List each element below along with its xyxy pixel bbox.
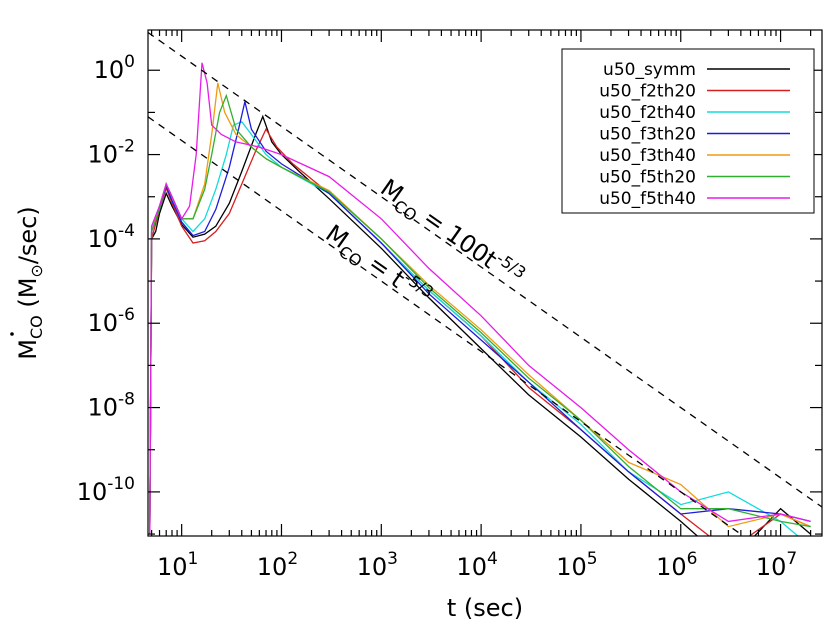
x-tick-label: 102 — [257, 549, 298, 581]
y-tick-label: 100 — [94, 52, 135, 84]
x-tick-exp: 5 — [587, 549, 598, 569]
y-tick-base: 10 — [88, 394, 119, 422]
axis-tick-labels: 101 102 103 104 105 106 10710010-210-410-610-8… — [77, 52, 798, 581]
legend-label-u50_f2th20: u50_f2th20 — [599, 82, 696, 102]
y-label-sun: ⊙ — [27, 264, 46, 277]
y-tick-exp: 0 — [124, 52, 135, 72]
x-tick-label: 104 — [456, 549, 497, 581]
y-tick-base: 10 — [88, 225, 119, 253]
legend-label-u50_f5th40: u50_f5th40 — [599, 189, 696, 209]
x-tick-base: 10 — [756, 553, 787, 581]
svg-text:MCO = t-5/3: MCO = t-5/3 — [318, 217, 437, 315]
y-tick-base: 10 — [77, 478, 108, 506]
series-line-u50_f3th20 — [149, 101, 811, 535]
legend-label-u50_f2th40: u50_f2th40 — [599, 103, 696, 123]
x-axis-label: t (sec) — [447, 594, 523, 622]
x-tick-label: 101 — [157, 549, 198, 581]
y-tick-exp: -2 — [118, 137, 135, 157]
legend-label-u50_f3th20: u50_f3th20 — [599, 125, 696, 145]
x-tick-base: 10 — [157, 553, 188, 581]
y-tick-base: 10 — [94, 56, 125, 84]
x-tick-exp: 2 — [287, 549, 298, 569]
series-line-u50_symm — [149, 114, 812, 536]
x-tick-label: 105 — [556, 549, 597, 581]
y-tick-label: 10-10 — [77, 474, 135, 506]
plot-frame — [147, 29, 823, 537]
legend-label-u50_f3th40: u50_f3th40 — [599, 146, 696, 166]
axis-ticks — [148, 30, 822, 536]
y-tick-exp: -10 — [107, 474, 135, 494]
y-label-mdot — [10, 332, 14, 336]
x-tick-exp: 3 — [387, 549, 398, 569]
x-tick-base: 10 — [357, 553, 388, 581]
y-tick-label: 10-4 — [88, 221, 136, 253]
y-tick-base: 10 — [88, 141, 119, 169]
legend-box — [561, 48, 815, 214]
legend: u50_symmu50_f2th20u50_f2th40u50_f3th20u5… — [599, 60, 790, 209]
x-tick-label: 103 — [357, 549, 398, 581]
y-tick-exp: -8 — [118, 390, 135, 410]
y-tick-exp: -6 — [118, 305, 135, 325]
reference-label-2-eq: = t — [357, 245, 410, 294]
y-tick-label: 10-2 — [88, 137, 136, 169]
y-label-open: (M — [14, 278, 42, 316]
x-tick-base: 10 — [456, 553, 487, 581]
svg-text:MCO (M⊙/sec): MCO (M⊙/sec) — [14, 206, 46, 360]
reference-label-2: MCO = t-5/3 — [318, 217, 438, 315]
y-label-m: M — [14, 339, 42, 360]
x-tick-exp: 4 — [487, 549, 498, 569]
y-tick-exp: -4 — [118, 221, 135, 241]
y-axis-label: MCO (M⊙/sec) — [10, 206, 46, 360]
series-layer — [149, 62, 812, 536]
x-tick-label: 107 — [756, 549, 797, 581]
y-label-close: /sec) — [14, 206, 42, 264]
x-tick-exp: 7 — [786, 549, 797, 569]
y-label-sub: CO — [27, 315, 46, 339]
legend-label-u50_f5th20: u50_f5th20 — [599, 168, 696, 188]
y-tick-label: 10-6 — [88, 305, 136, 337]
reference-label-1-eq: = 100t — [412, 199, 502, 274]
x-tick-base: 10 — [556, 553, 587, 581]
series-line-u50_f5th40 — [149, 62, 811, 535]
x-tick-label: 106 — [656, 549, 697, 581]
x-tick-base: 10 — [257, 553, 288, 581]
y-tick-base: 10 — [88, 309, 119, 337]
y-tick-label: 10-8 — [88, 390, 136, 422]
legend-label-u50_symm: u50_symm — [603, 60, 696, 80]
x-tick-exp: 1 — [188, 549, 199, 569]
x-tick-base: 10 — [656, 553, 687, 581]
x-tick-exp: 6 — [687, 549, 698, 569]
